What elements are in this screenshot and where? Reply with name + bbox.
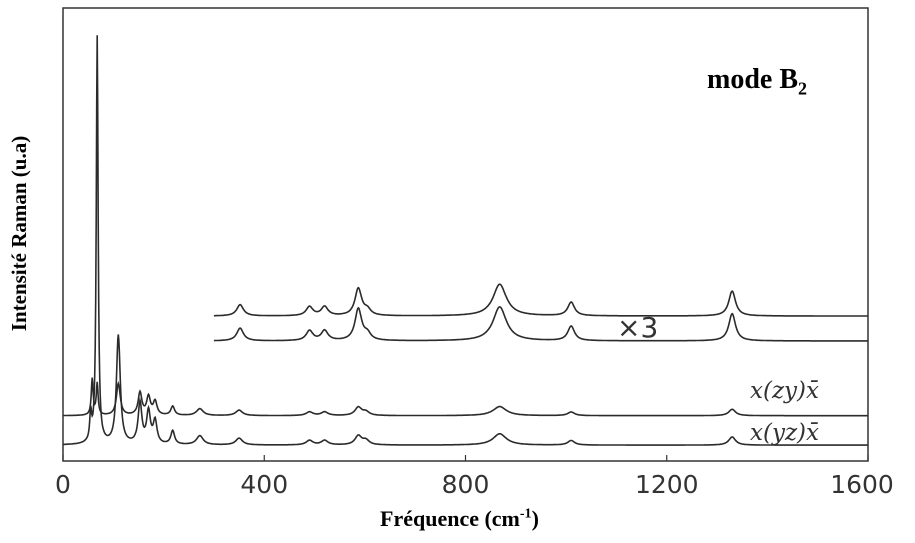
x-axis-label: Fréquence (cm-1) xyxy=(380,506,539,531)
scale-factor-label: ×3 xyxy=(617,311,659,344)
x-tick-label: 1200 xyxy=(634,470,699,499)
x-tick-label: 400 xyxy=(240,470,289,499)
x-tick-label: 0 xyxy=(55,470,71,499)
y-axis-label: Intensité Raman (u.a) xyxy=(7,135,32,331)
spectrum-line-2 xyxy=(63,35,868,446)
x-tick-label: 800 xyxy=(441,470,490,499)
x-tick-label: 1600 xyxy=(830,470,894,499)
spectrum-line-4 xyxy=(213,306,868,342)
mode-label: mode B2 xyxy=(707,64,807,99)
geometry-label-yz: x(yz)x̄ xyxy=(750,420,819,446)
spectrum-line-3 xyxy=(213,283,868,317)
geometry-label-zy: x(zy)x̄ xyxy=(750,378,819,404)
spectrum-line-1 xyxy=(63,377,868,417)
